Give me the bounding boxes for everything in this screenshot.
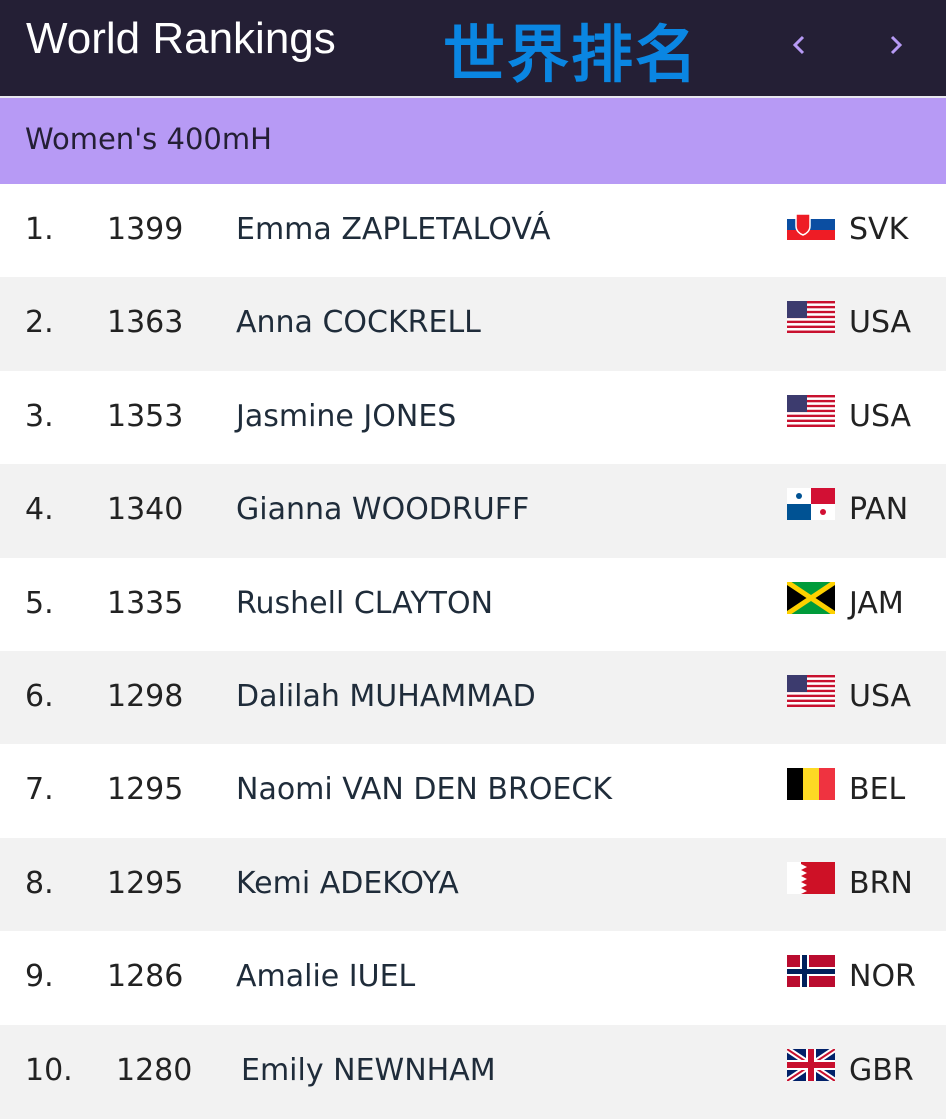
header: World Rankings 世界排名 [0, 0, 946, 98]
points: 1295 [107, 865, 184, 901]
flag [787, 301, 835, 334]
rank: 5. [25, 585, 54, 621]
points: 1295 [107, 772, 184, 808]
country: BRN [849, 865, 913, 901]
points: 1353 [107, 398, 184, 434]
rank: 9. [25, 959, 54, 995]
ranking-row[interactable]: 7. 1295 Naomi VAN DEN BROECK BEL [0, 744, 946, 839]
title: World Rankings [26, 14, 336, 63]
rank: 8. [25, 865, 54, 901]
country: USA [849, 305, 912, 341]
points: 1340 [107, 492, 184, 528]
ranking-row[interactable]: 4. 1340 Gianna WOODRUFF PAN [0, 464, 946, 559]
country: USA [849, 679, 912, 714]
rank: 1. [25, 212, 54, 247]
name: Gianna WOODRUFF [236, 492, 530, 528]
country: BEL [849, 772, 906, 808]
rank: 6. [25, 679, 54, 714]
flag [787, 581, 835, 614]
country: PAN [849, 492, 909, 528]
name: Kemi ADEKOYA [236, 865, 459, 901]
ranking-row[interactable]: 10. 1280 Emily NEWNHAM GBR [0, 1024, 946, 1119]
points: 1399 [107, 212, 184, 247]
event-title: Women's 400mH [25, 122, 272, 156]
rank: 2. [25, 305, 54, 341]
name: Emily NEWNHAM [241, 1052, 496, 1088]
flag [787, 488, 835, 521]
next-button[interactable] [887, 32, 905, 58]
points: 1280 [116, 1052, 193, 1088]
rank: 3. [25, 398, 54, 434]
name: Emma ZAPLETALOVÁ [236, 212, 551, 247]
ranking-row[interactable]: 1. 1399 Emma ZAPLETALOVÁ SVK [0, 184, 946, 278]
ranking-row[interactable]: 5. 1335 Rushell CLAYTON JAM [0, 557, 946, 652]
points: 1286 [107, 959, 184, 995]
country: JAM [849, 585, 904, 621]
ranking-row[interactable]: 6. 1298 Dalilah MUHAMMAD USA [0, 651, 946, 745]
flag [787, 861, 835, 894]
name: Jasmine JONES [236, 398, 457, 434]
flag [787, 955, 835, 988]
ranking-row[interactable]: 3. 1353 Jasmine JONES USA [0, 370, 946, 465]
country: NOR [849, 959, 916, 995]
flag [787, 208, 835, 240]
points: 1298 [107, 679, 184, 714]
flag [787, 675, 835, 707]
name: Anna COCKRELL [236, 305, 481, 341]
flag [787, 768, 835, 801]
subtitle: 世界排名 [443, 18, 700, 91]
prev-button[interactable] [790, 32, 808, 58]
flag [787, 394, 835, 427]
name: Amalie IUEL [236, 959, 416, 995]
name: Rushell CLAYTON [236, 585, 494, 621]
ranking-row[interactable]: 9. 1286 Amalie IUEL NOR [0, 931, 946, 1026]
country: USA [849, 398, 912, 434]
rank: 7. [25, 772, 54, 808]
name: Naomi VAN DEN BROECK [236, 772, 613, 808]
country: GBR [849, 1052, 914, 1088]
flag [787, 1048, 835, 1081]
points: 1335 [107, 585, 184, 621]
country: SVK [849, 212, 909, 247]
name: Dalilah MUHAMMAD [236, 679, 536, 714]
rank: 4. [25, 492, 54, 528]
ranking-row[interactable]: 8. 1295 Kemi ADEKOYA BRN [0, 837, 946, 932]
ranking-row[interactable]: 2. 1363 Anna COCKRELL USA [0, 277, 946, 372]
points: 1363 [107, 305, 184, 341]
event-bar: Women's 400mH [0, 98, 946, 184]
rank: 10. [25, 1052, 73, 1088]
